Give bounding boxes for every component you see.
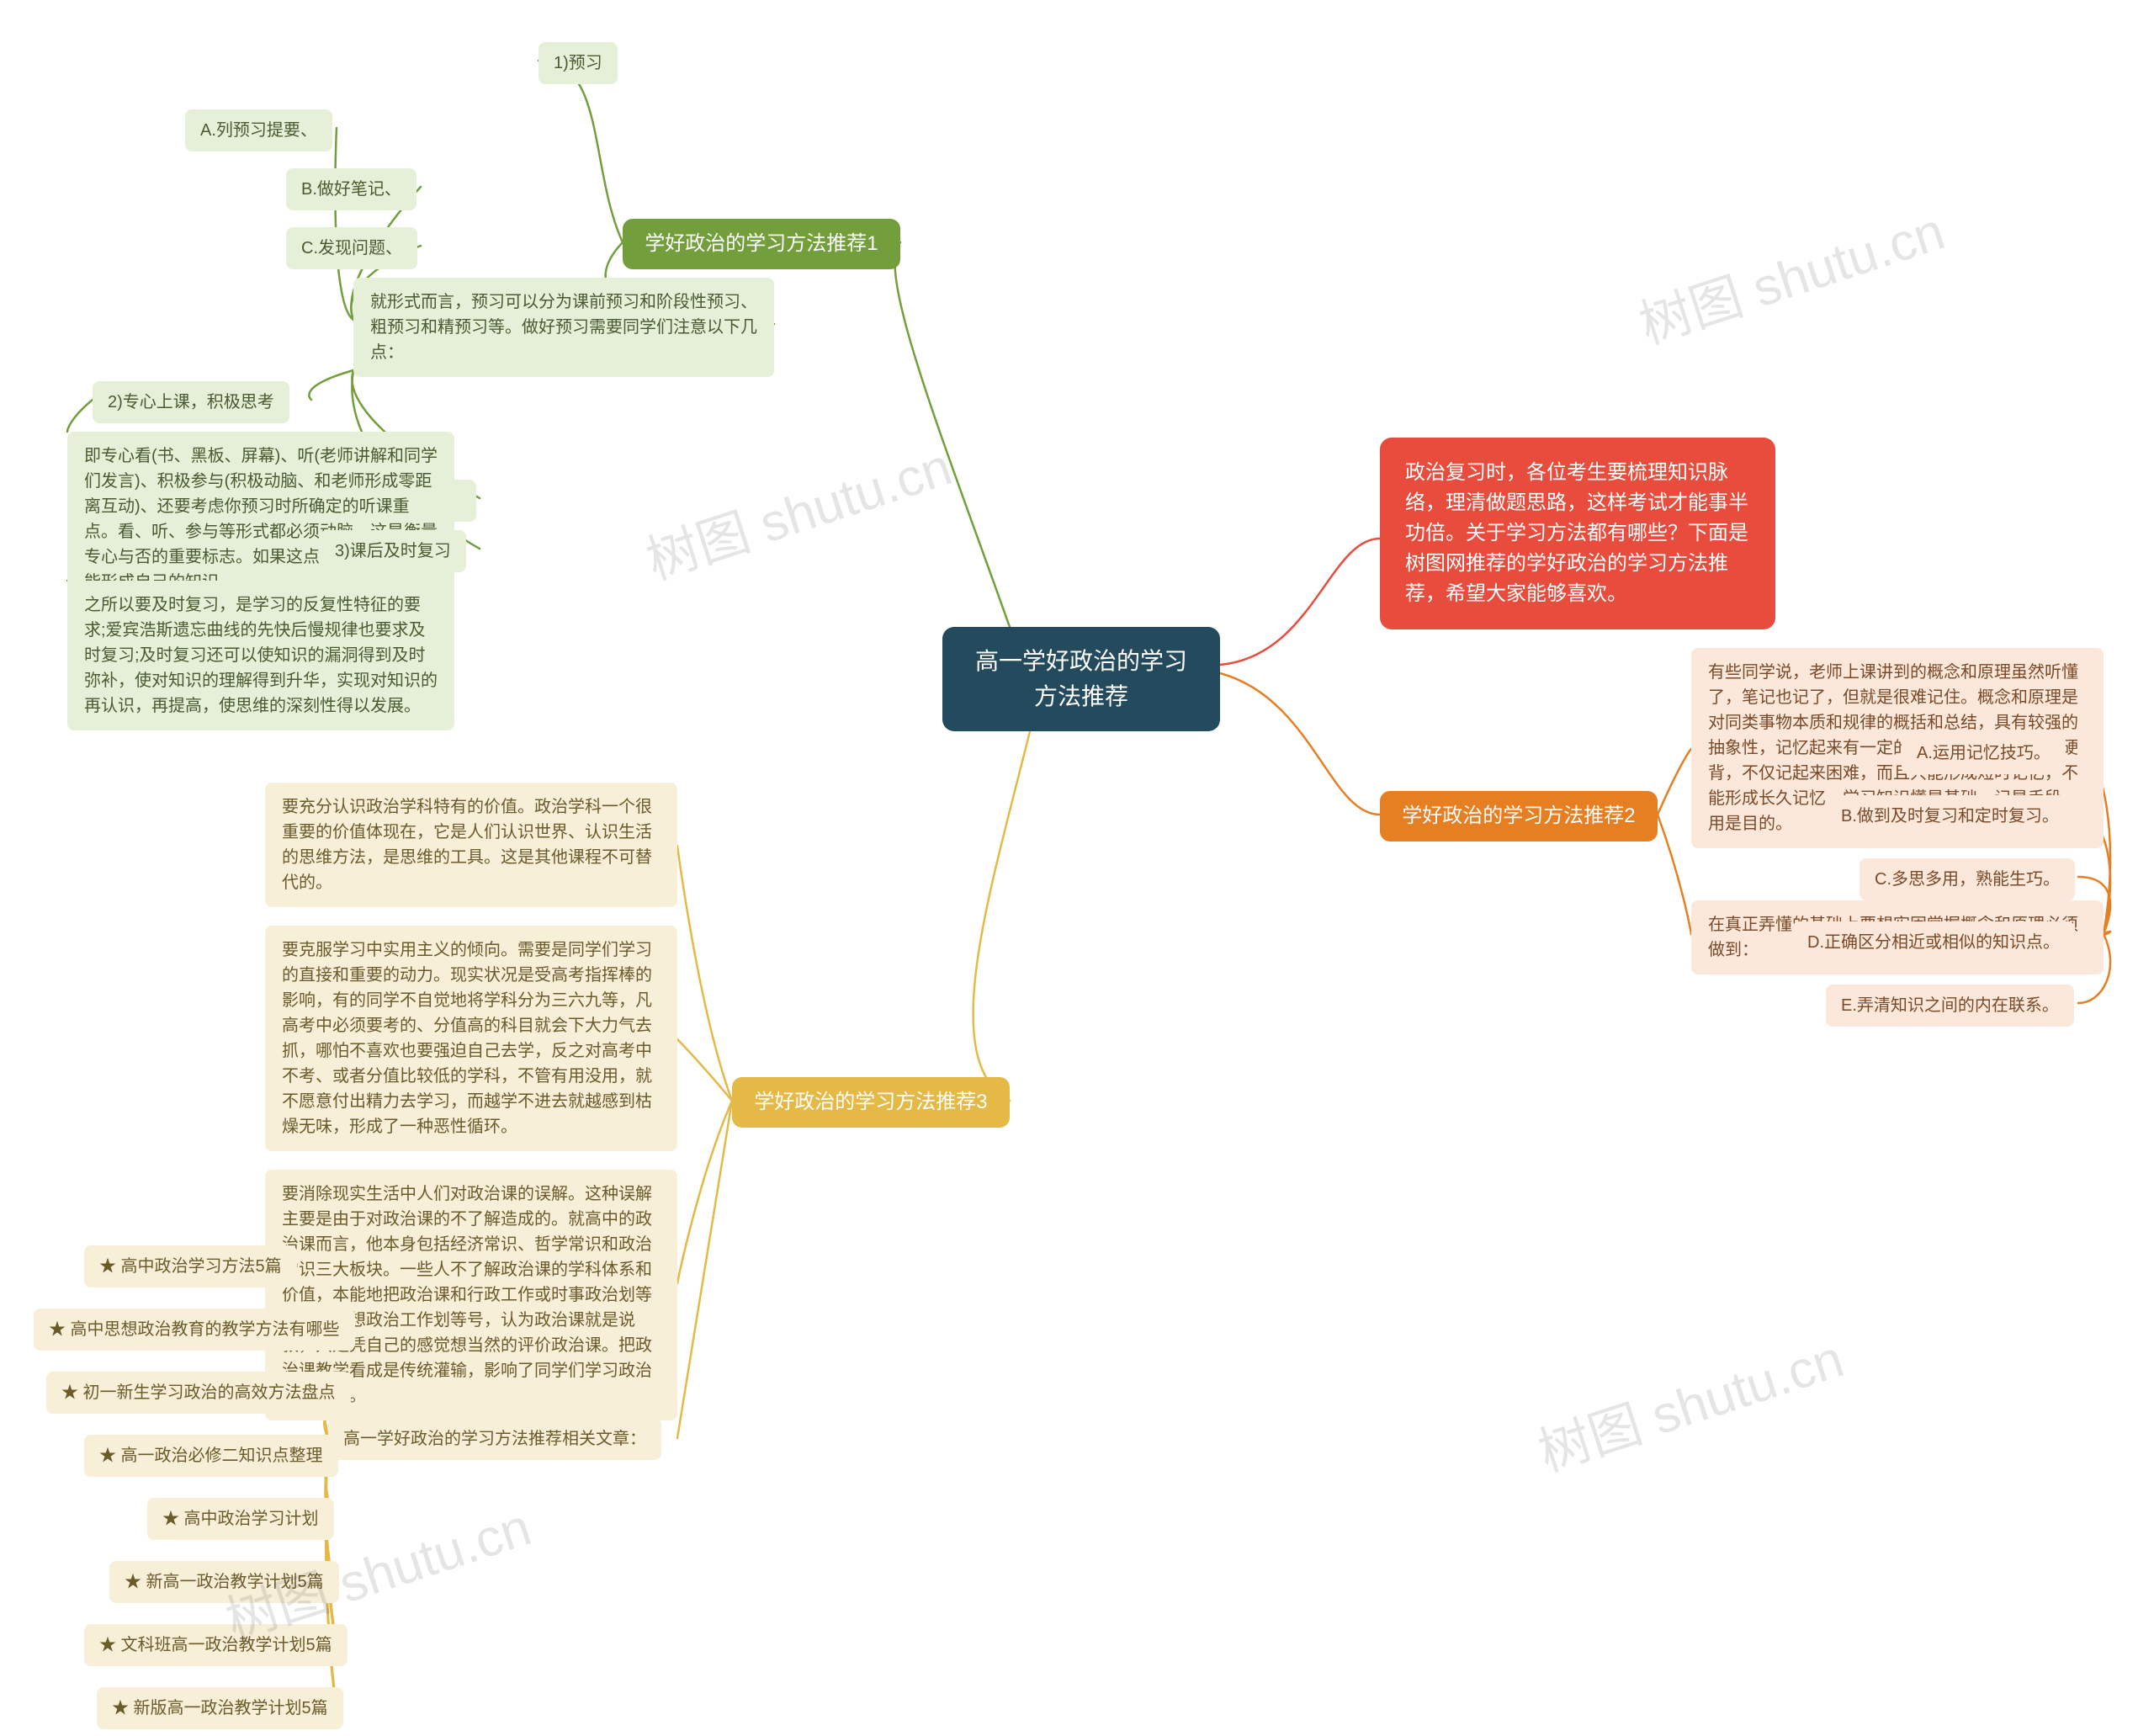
b3-c4-7: ★ 文科班高一政治教学计划5篇: [84, 1624, 348, 1666]
b2-c2-a: A.运用记忆技巧。: [1902, 732, 2066, 774]
b3-c4-2: ★ 高中思想政治教育的教学方法有哪些: [34, 1309, 355, 1351]
b1-child-focus: 2)专心上课，积极思考: [93, 381, 289, 423]
b3-c4-5: ★ 高中政治学习计划: [147, 1498, 334, 1540]
b3-c4-6: ★ 新高一政治教学计划5篇: [109, 1561, 339, 1603]
b2-c2-b: B.做到及时复习和定时复习。: [1826, 795, 2074, 837]
branch2-node: 学好政治的学习方法推荐2: [1380, 791, 1658, 841]
b1-child-review: 3)课后及时复习: [320, 530, 466, 572]
b3-child-1: 要充分认识政治学科特有的价值。政治学科一个很重要的价值体现在，它是人们认识世界、…: [265, 783, 677, 907]
b2-c2-e: E.弄清知识之间的内在联系。: [1826, 985, 2074, 1027]
branch3-node: 学好政治的学习方法推荐3: [732, 1077, 1010, 1128]
b2-c2-d: D.正确区分相近或相似的知识点。: [1792, 921, 2075, 964]
b3-c4-1: ★ 高中政治学习方法5篇: [84, 1245, 297, 1287]
branch2-label: 学好政治的学习方法推荐2: [1402, 801, 1635, 831]
b3-c4-3: ★ 初一新生学习政治的高效方法盘点: [46, 1372, 351, 1414]
b3-child-2: 要克服学习中实用主义的倾向。需要是同学们学习的直接和重要的动力。现实状况是受高考…: [265, 926, 677, 1151]
b1-c2-a: A.列预习提要、: [185, 109, 332, 151]
watermark: 树图 shutu.cn: [1527, 1316, 1851, 1486]
b2-c2-c: C.多思多用，熟能生巧。: [1860, 858, 2075, 900]
intro-node: 政治复习时，各位考生要梳理知识脉络，理清做题思路，这样考试才能事半功倍。关于学习…: [1380, 438, 1775, 629]
b3-c4-8: ★ 新版高一政治教学计划5篇: [97, 1687, 343, 1729]
center-label: 高一学好政治的学习方法推荐: [968, 644, 1195, 714]
b1-review-detail: 之所以要及时复习，是学习的反复性特征的要求;爱宾浩斯遗忘曲线的先快后慢规律也要求…: [67, 581, 454, 730]
branch1-label: 学好政治的学习方法推荐1: [645, 229, 878, 259]
branch1-node: 学好政治的学习方法推荐1: [623, 219, 900, 269]
center-node: 高一学好政治的学习方法推荐: [942, 627, 1220, 731]
b1-child-preview: 1)预习: [538, 42, 618, 84]
b1-child-forms: 就形式而言，预习可以分为课前预习和阶段性预习、粗预习和精预习等。做好预习需要同学…: [353, 278, 774, 377]
b1-c2-c: C.发现问题、: [286, 227, 417, 269]
b3-c4-4: ★ 高一政治必修二知识点整理: [84, 1435, 338, 1477]
b1-c2-b: B.做好笔记、: [286, 168, 416, 210]
intro-text: 政治复习时，各位考生要梳理知识脉络，理清做题思路，这样考试才能事半功倍。关于学习…: [1405, 458, 1750, 609]
watermark: 树图 shutu.cn: [1628, 188, 1952, 358]
watermark: 树图 shutu.cn: [635, 424, 959, 594]
branch3-label: 学好政治的学习方法推荐3: [754, 1087, 987, 1118]
b3-child-4: 高一学好政治的学习方法推荐相关文章：: [328, 1418, 661, 1460]
